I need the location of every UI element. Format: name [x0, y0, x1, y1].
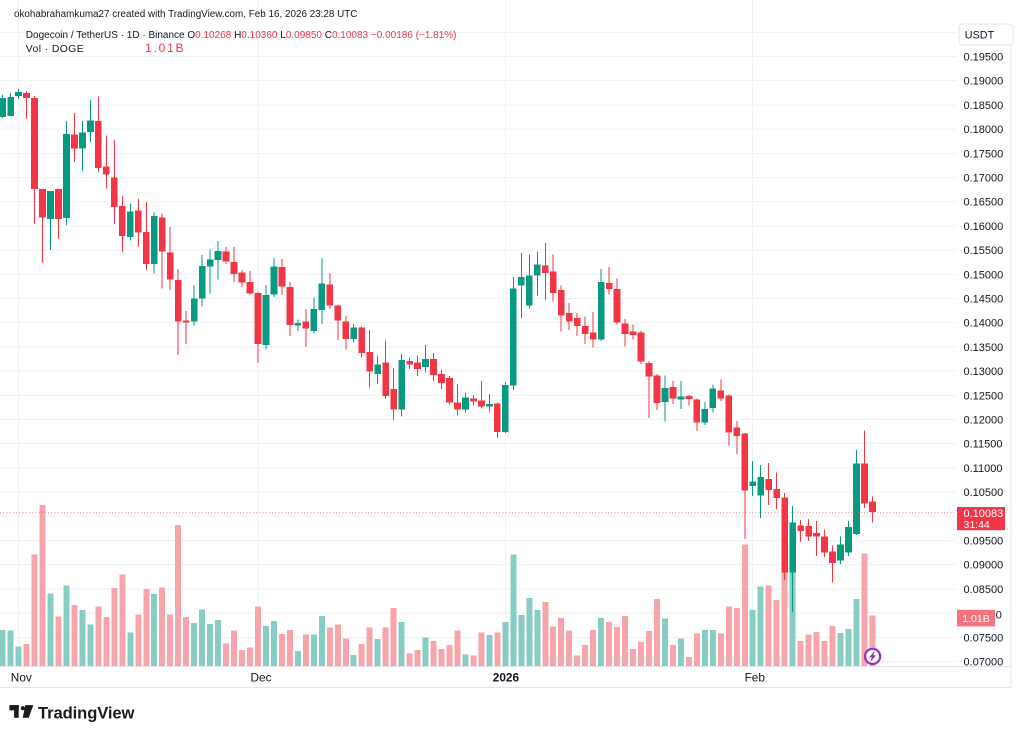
- svg-text:TradingView: TradingView: [38, 703, 135, 722]
- svg-text:0.13000: 0.13000: [964, 366, 1004, 378]
- svg-text:0.16000: 0.16000: [964, 221, 1004, 233]
- svg-text:0.17500: 0.17500: [964, 148, 1004, 160]
- svg-text:1.01B: 1.01B: [145, 41, 185, 55]
- svg-text:0.17000: 0.17000: [964, 173, 1004, 185]
- svg-text:Nov: Nov: [11, 671, 32, 685]
- svg-text:0.19500: 0.19500: [964, 52, 1004, 64]
- svg-text:0.11500: 0.11500: [964, 439, 1003, 451]
- svg-text:0.16500: 0.16500: [964, 197, 1004, 209]
- svg-text:0.09000: 0.09000: [964, 560, 1004, 572]
- svg-text:0.19000: 0.19000: [964, 76, 1004, 88]
- svg-text:Dec: Dec: [251, 671, 272, 685]
- svg-text:USDT: USDT: [965, 29, 995, 41]
- svg-text:0.10500: 0.10500: [964, 487, 1004, 499]
- svg-text:2026: 2026: [493, 671, 520, 685]
- svg-text:0.09500: 0.09500: [964, 536, 1004, 548]
- svg-text:0.14000: 0.14000: [964, 318, 1004, 330]
- svg-text:Vol · DOGE: Vol · DOGE: [26, 44, 84, 55]
- svg-text:0: 0: [996, 610, 1002, 622]
- svg-text:Dogecoin / TetherUS · 1D · Bin: Dogecoin / TetherUS · 1D · Binance O0.10…: [26, 30, 457, 41]
- svg-text:31:44: 31:44: [964, 519, 990, 531]
- svg-text:okohabrahamkuma27 created with: okohabrahamkuma27 created with TradingVi…: [14, 9, 357, 20]
- svg-text:0.08500: 0.08500: [964, 584, 1004, 596]
- svg-text:0.07000: 0.07000: [964, 657, 1004, 669]
- svg-text:0.18000: 0.18000: [964, 124, 1004, 136]
- svg-text:0.15500: 0.15500: [964, 245, 1004, 257]
- svg-text:0.11000: 0.11000: [964, 463, 1003, 475]
- svg-text:0.18500: 0.18500: [964, 100, 1004, 112]
- svg-text:0.10083: 0.10083: [964, 508, 1004, 520]
- svg-text:0.13500: 0.13500: [964, 342, 1004, 354]
- svg-text:0.15000: 0.15000: [964, 269, 1004, 281]
- svg-text:0.12500: 0.12500: [964, 390, 1004, 402]
- svg-text:1.01B: 1.01B: [962, 613, 989, 625]
- svg-text:Feb: Feb: [745, 671, 766, 685]
- svg-text:0.12000: 0.12000: [964, 415, 1004, 427]
- svg-text:0.14500: 0.14500: [964, 294, 1004, 306]
- svg-text:0.07500: 0.07500: [964, 632, 1004, 644]
